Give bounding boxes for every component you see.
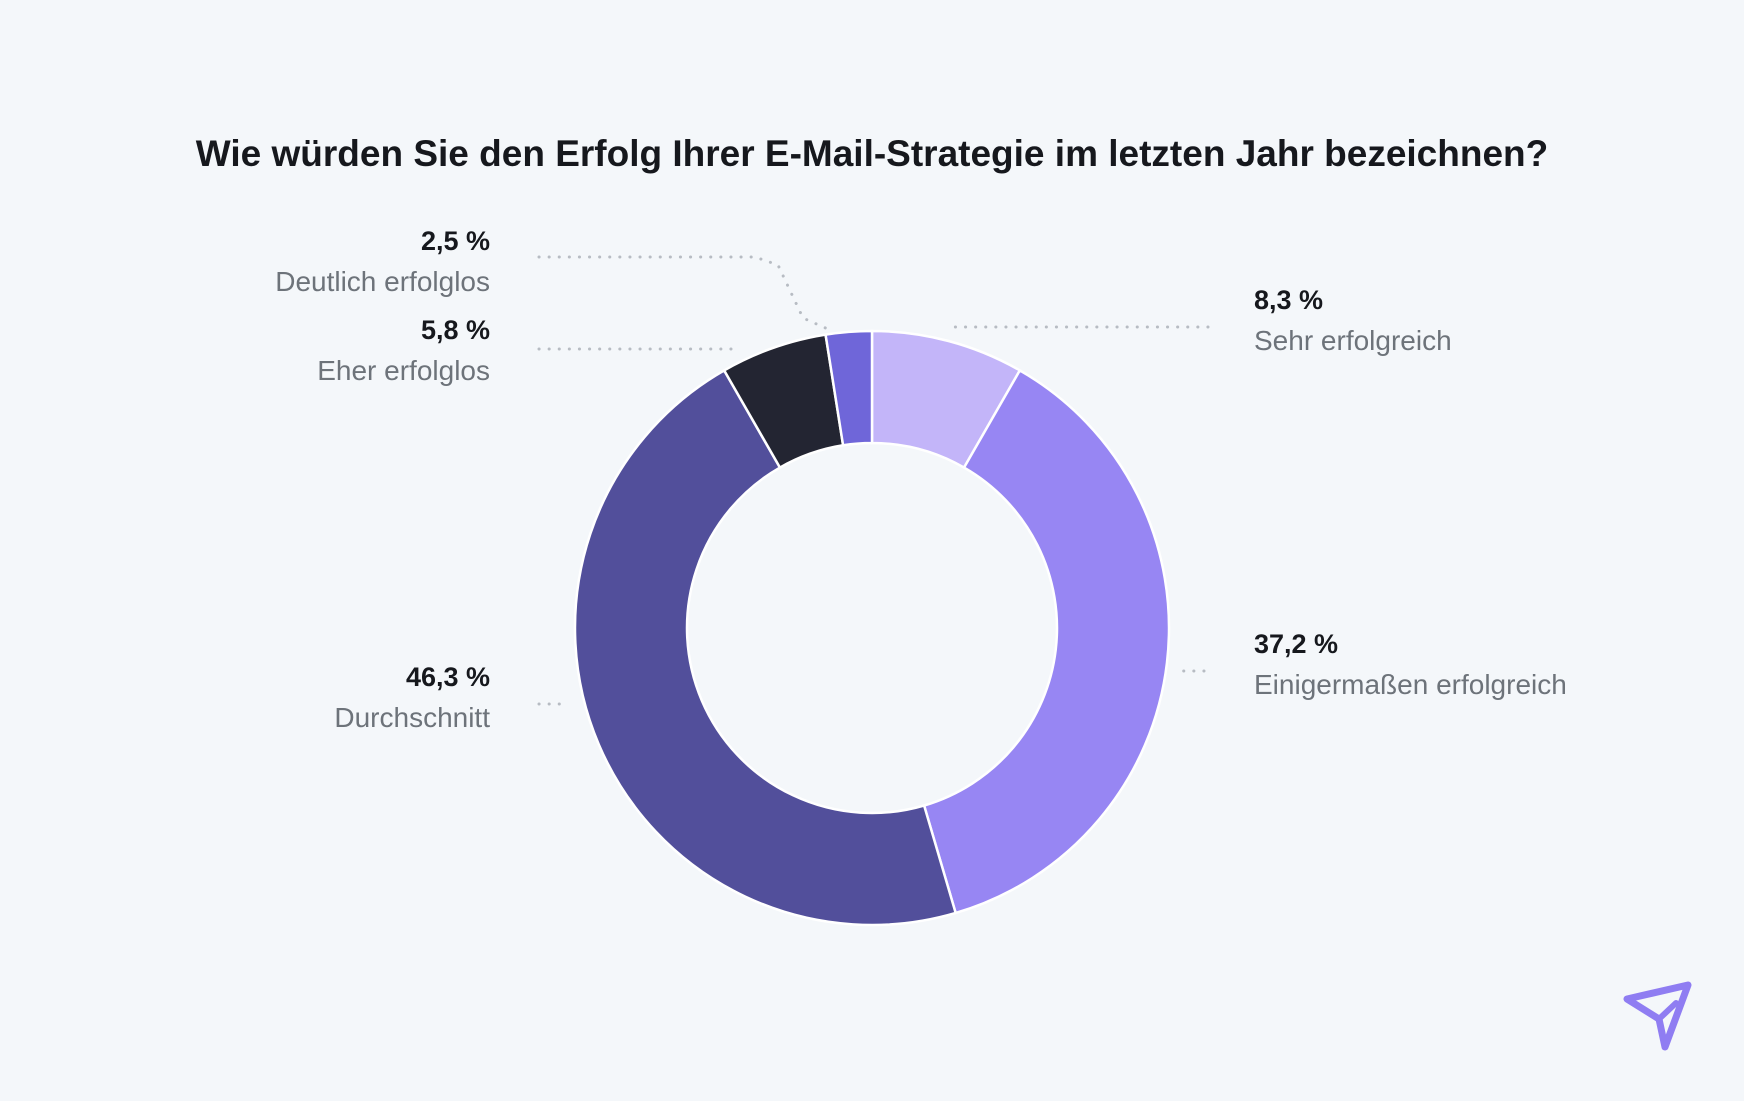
paper-plane-icon bbox=[1623, 981, 1692, 1051]
category-label-deutlich-erfolglos: Deutlich erfolglos bbox=[275, 266, 490, 297]
value-label-deutlich-erfolglos: 2,5 % bbox=[421, 226, 490, 256]
value-label-sehr-erfolgreich: 8,3 % bbox=[1254, 285, 1323, 315]
value-label-eher-erfolglos: 5,8 % bbox=[421, 315, 490, 345]
category-label-einigermassen-erfolgreich: Einigermaßen erfolgreich bbox=[1254, 669, 1567, 700]
value-label-einigermassen-erfolgreich: 37,2 % bbox=[1254, 629, 1338, 659]
leader-lines bbox=[537, 255, 1210, 706]
category-label-sehr-erfolgreich: Sehr erfolgreich bbox=[1254, 325, 1452, 356]
slice-durchschnitt bbox=[573, 368, 958, 927]
category-label-durchschnitt: Durchschnitt bbox=[334, 702, 490, 733]
slice-einigermassen-erfolgreich bbox=[922, 368, 1171, 915]
leader-line-deutlich-erfolglos bbox=[537, 255, 832, 332]
category-label-eher-erfolglos: Eher erfolglos bbox=[317, 355, 490, 386]
donut-slices bbox=[573, 329, 1171, 927]
slice-deutlich-erfolglos bbox=[824, 329, 874, 447]
slice-labels: 8,3 % Sehr erfolgreich 37,2 % Einigermaßen … bbox=[275, 226, 1567, 733]
value-label-durchschnitt: 46,3 % bbox=[406, 662, 490, 692]
chart-title: Wie würden Sie den Erfolg Ihrer E-Mail-S… bbox=[196, 133, 1549, 174]
